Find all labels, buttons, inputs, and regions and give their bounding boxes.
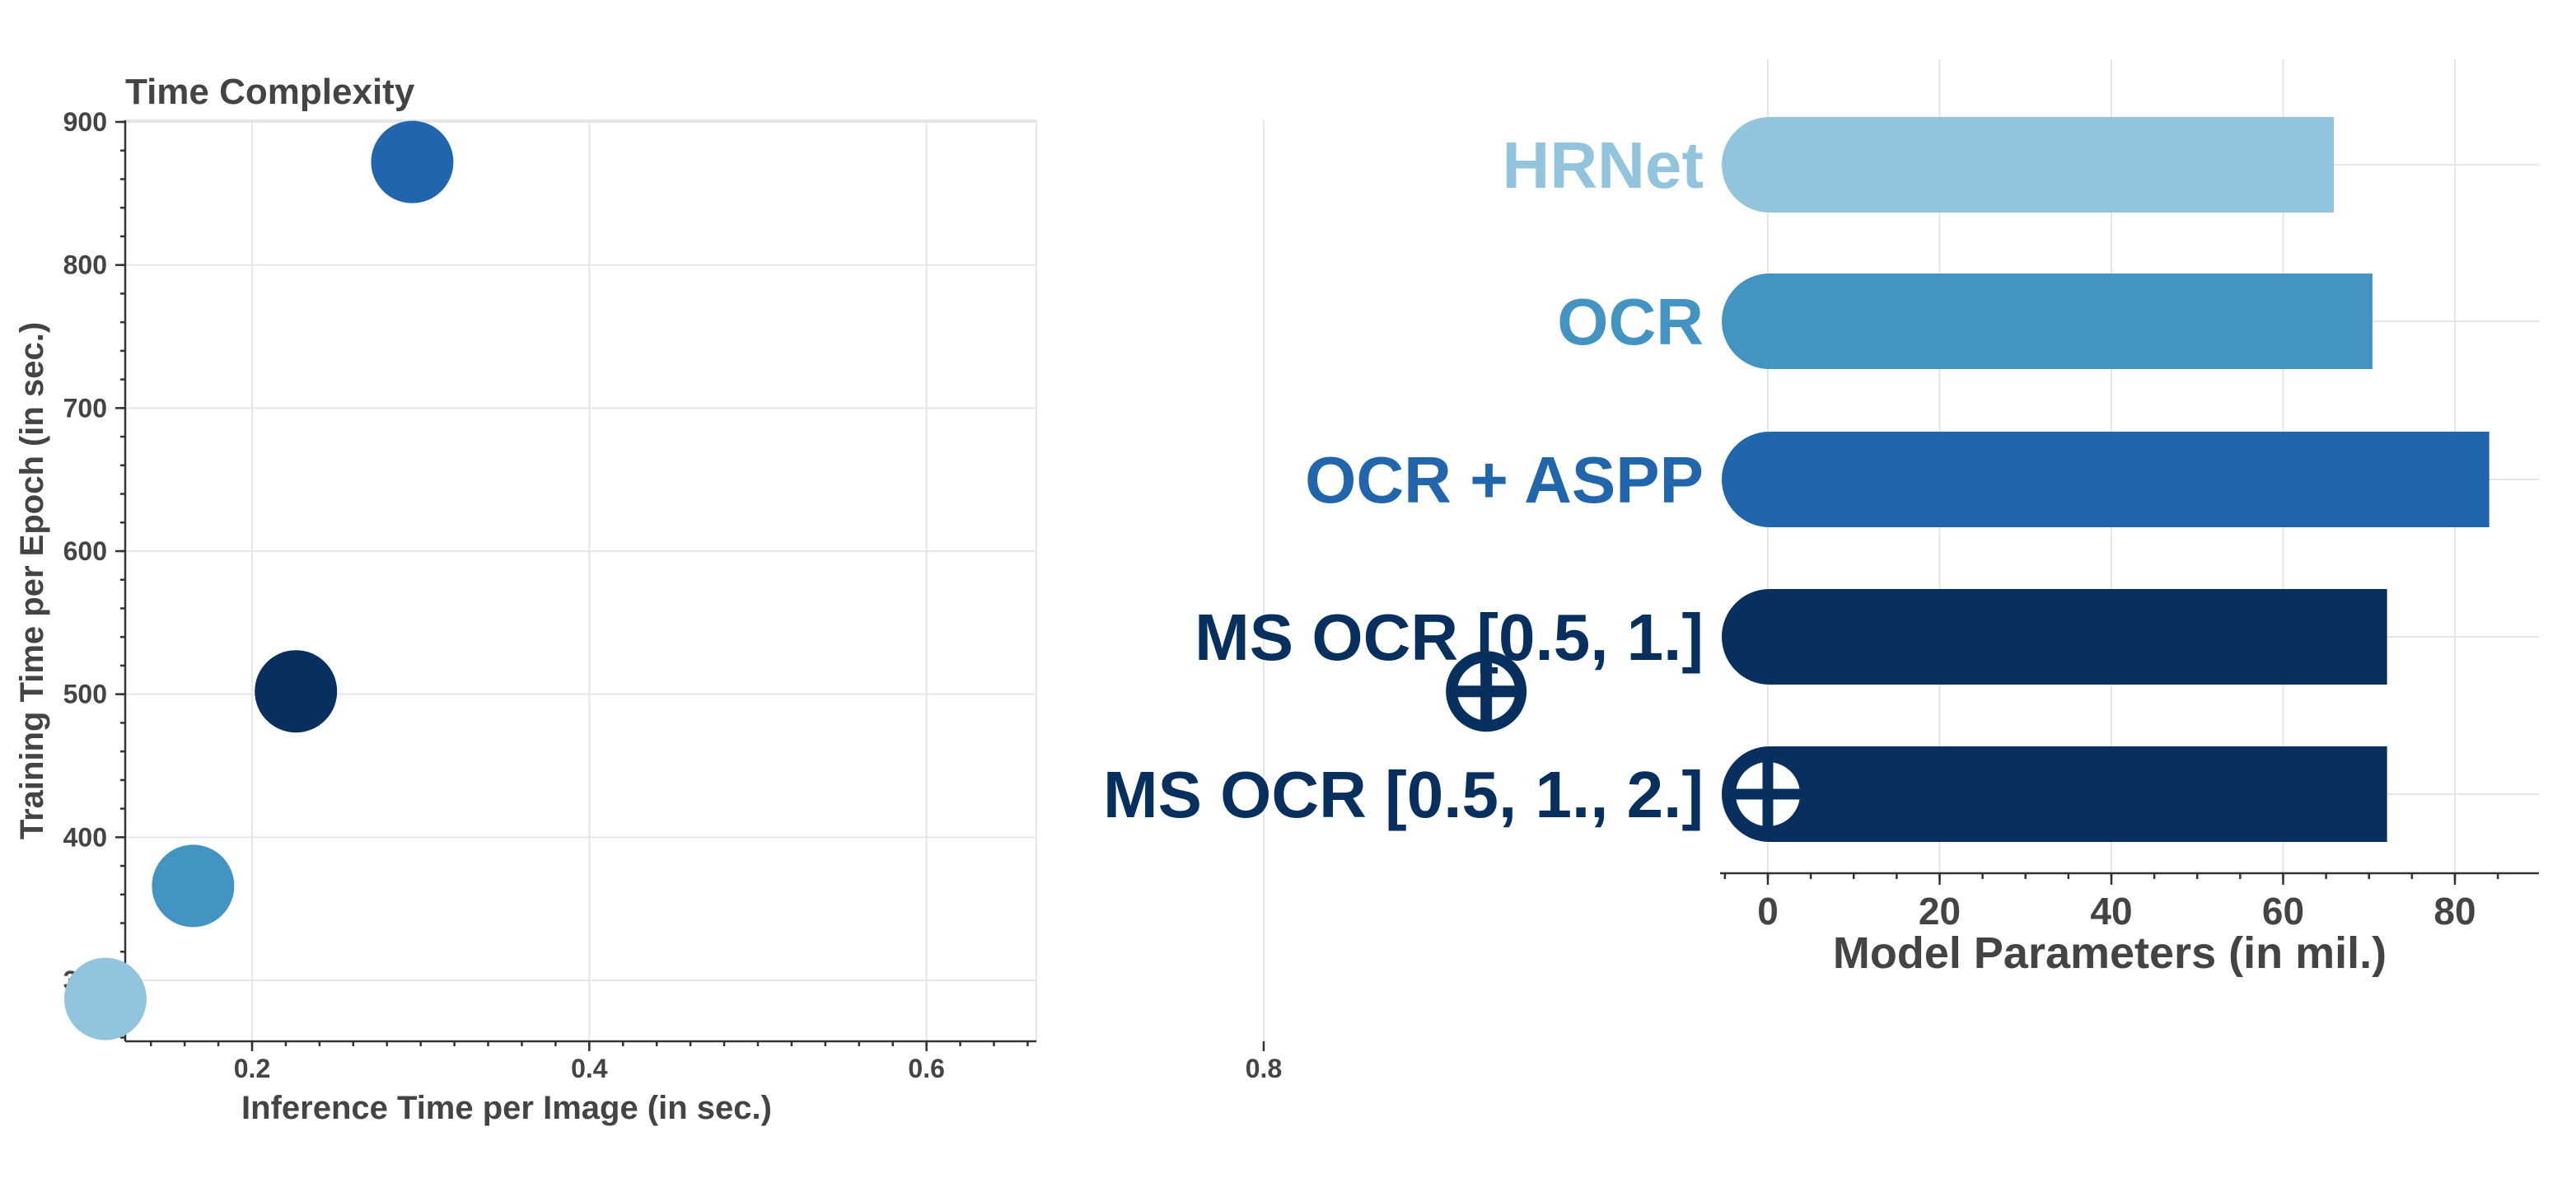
bar-marker-circle-plus <box>1725 751 1811 837</box>
x-axis-title: Model Parameters (in mil.) <box>1833 928 2387 978</box>
x-tick-label: 60 <box>2262 890 2304 933</box>
x-tick-label: 80 <box>2433 890 2475 933</box>
x-axis-title: Inference Time per Image (in sec.) <box>241 1090 772 1126</box>
bar <box>1722 589 2387 685</box>
x-tick-label: 0.8 <box>1246 1054 1282 1083</box>
y-axis-title: Training Time per Epoch (in sec.) <box>14 322 50 839</box>
bar-category-label: HRNet <box>1503 129 1704 202</box>
y-tick-label: 500 <box>63 680 107 709</box>
scatter-point <box>63 957 147 1040</box>
bar <box>1722 746 2387 842</box>
bar-category-label: OCR + ASPP <box>1305 443 1704 517</box>
x-tick-label: 0.2 <box>234 1054 270 1083</box>
x-tick-label: 0.4 <box>571 1054 608 1083</box>
y-tick-label: 900 <box>63 107 107 137</box>
y-tick-label: 800 <box>63 250 107 280</box>
x-tick-label: 40 <box>2090 890 2132 933</box>
scatter-point <box>152 844 235 928</box>
bar-chart: HRNet OCR OCR + ASPP MS OCR [0.5, 1.] MS OCR… <box>1103 59 2539 978</box>
scatter-chart: Time Complexity 0.20.40.60.8300400500600… <box>14 72 1527 1126</box>
x-tick-label: 0 <box>1757 890 1779 933</box>
bar <box>1722 117 2335 213</box>
scatter-point <box>371 120 454 203</box>
x-tick-label: 20 <box>1919 890 1961 933</box>
x-tick-label: 0.6 <box>908 1054 944 1083</box>
y-tick-label: 600 <box>63 536 107 566</box>
bar-category-label: OCR <box>1557 285 1704 358</box>
bar <box>1722 432 2490 527</box>
bar <box>1722 274 2373 369</box>
scatter-point-circle-plus <box>1446 651 1527 732</box>
bar-category-label: MS OCR [0.5, 1.] <box>1194 601 1704 674</box>
plot-frame <box>124 119 1037 1042</box>
y-tick-label: 700 <box>63 393 107 423</box>
scatter-point <box>255 650 338 733</box>
bar-category-label: MS OCR [0.5, 1., 2.] <box>1103 758 1704 831</box>
y-tick-label: 400 <box>63 822 107 852</box>
scatter-title: Time Complexity <box>125 72 415 112</box>
